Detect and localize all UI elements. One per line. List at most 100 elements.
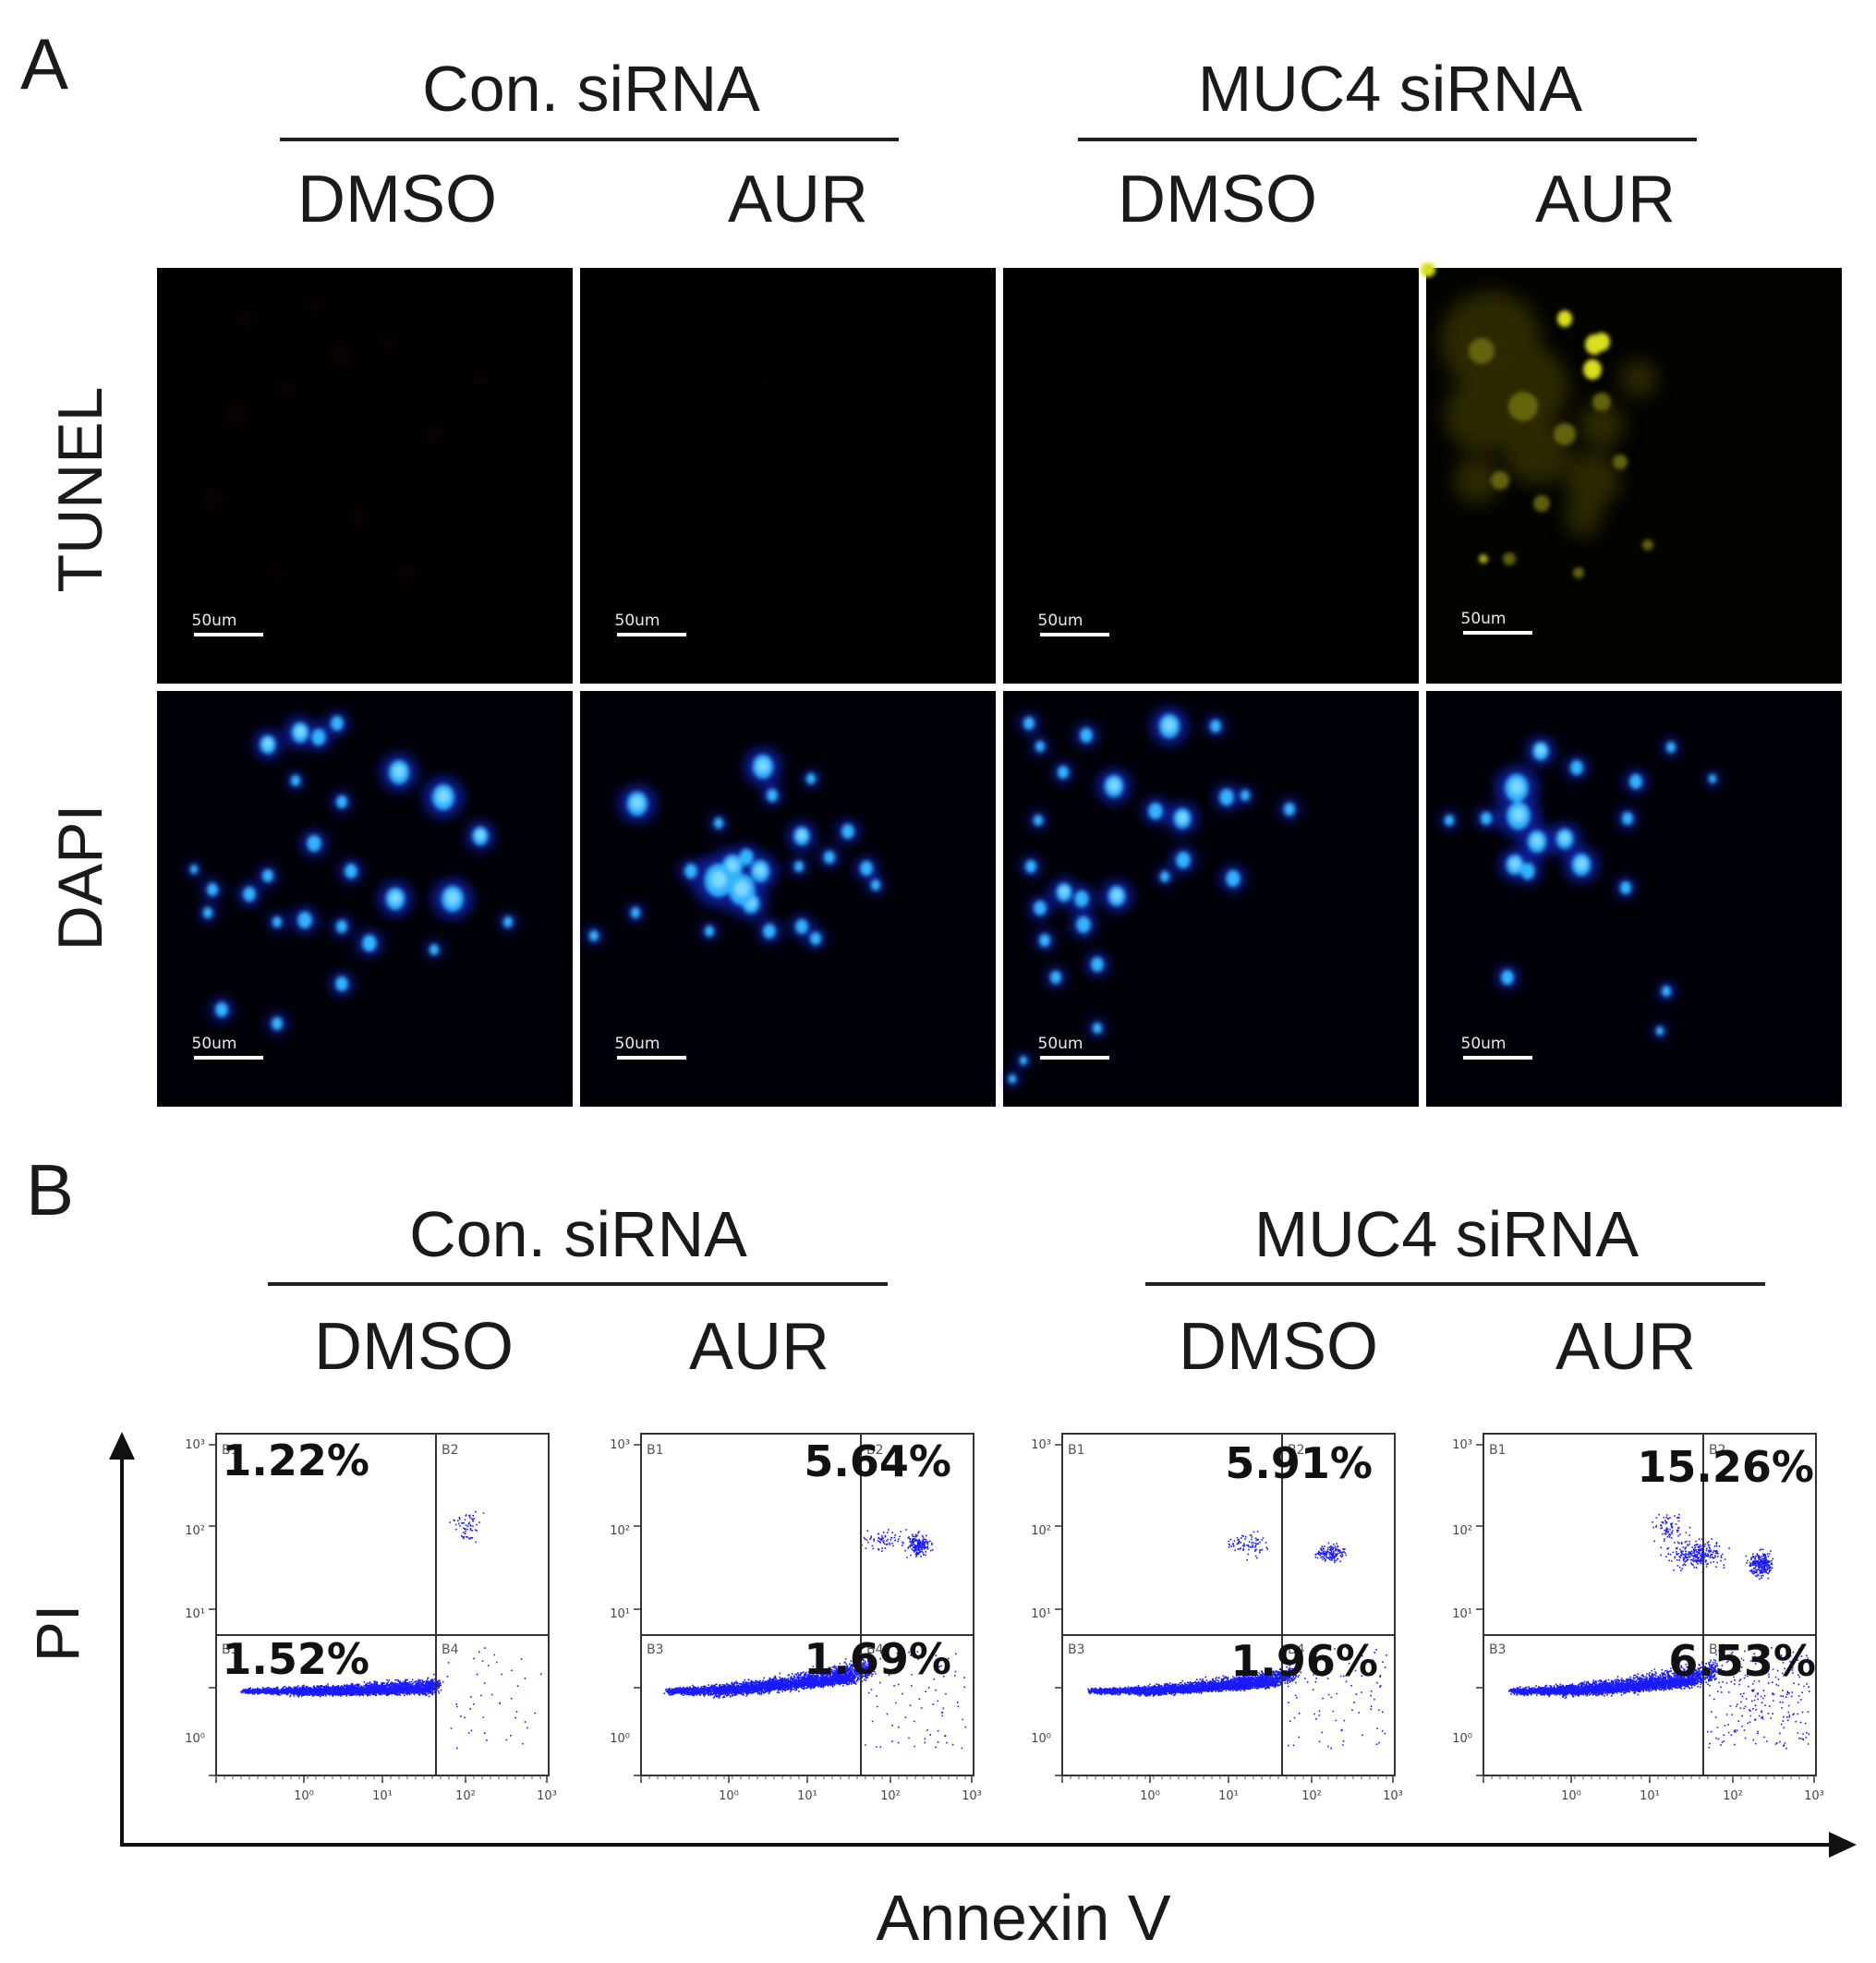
tunel-background-cell xyxy=(277,379,296,397)
scale-bar-label: 50um xyxy=(1038,1035,1083,1053)
annexin-axis-label: Annexin V xyxy=(876,1882,1170,1954)
scale-bar-label: 50um xyxy=(1461,1035,1507,1053)
dapi-nucleus xyxy=(1092,1023,1103,1034)
flow-axis-ticks: 10⁰ 10¹ 10² 10³ 10⁰ 10¹ 10² 10³ xyxy=(610,1438,982,1803)
x-tick-label: 10¹ xyxy=(372,1789,393,1803)
dapi-nucleus xyxy=(336,795,347,808)
tunel-cell xyxy=(1533,495,1550,512)
x-tick-label: 10³ xyxy=(1804,1789,1824,1803)
y-tick-label: 10⁰ xyxy=(1031,1732,1051,1746)
dapi-nucleus xyxy=(1661,986,1672,997)
row-label-dapi: DAPI xyxy=(45,805,115,951)
scale-bar-label: 50um xyxy=(1461,610,1507,628)
dapi-nucleus xyxy=(331,716,344,731)
dapi-nucleus xyxy=(810,932,821,945)
panel-b-treatment-muc4-aur: AUR xyxy=(1555,1310,1696,1384)
dapi-nucleus xyxy=(336,920,347,933)
tunel-background-cell xyxy=(397,563,416,582)
dapi-nucleus xyxy=(189,865,199,874)
dapi-nucleus xyxy=(767,789,778,802)
dapi-nucleus xyxy=(207,883,218,896)
dapi-nucleus xyxy=(1080,728,1093,743)
dapi-nucleus xyxy=(1176,852,1191,868)
panel-a-treatment-muc4-aur: AUR xyxy=(1535,163,1676,236)
tunel-image-muc4-aur: 50um xyxy=(1421,262,1842,684)
dapi-nucleus xyxy=(805,773,817,784)
scale-bar xyxy=(1463,1056,1532,1060)
quadrant-label-b2: B2 xyxy=(442,1443,459,1458)
y-tick-label: 10¹ xyxy=(1031,1607,1051,1621)
scale-bar-label: 50um xyxy=(192,1035,237,1053)
dapi-nucleus xyxy=(713,818,724,829)
dapi-nucleus xyxy=(1076,916,1091,933)
dapi-nucleus xyxy=(1023,717,1035,730)
tunel-image-con-dmso: 50um xyxy=(157,268,573,684)
quadrant-label-b2: B2 xyxy=(866,1443,884,1458)
scale-bar xyxy=(194,633,263,636)
panel-b-treatment-con-dmso: DMSO xyxy=(314,1310,514,1384)
x-tick-label: 10³ xyxy=(1383,1789,1403,1803)
flow-plot-con-aur: B1 B2 B3 B4 10⁰ 10¹ 10² 10³ 10⁰ 10¹ 10² 10³ 5.64% 1.6… xyxy=(610,1433,982,1803)
dapi-nucleus xyxy=(870,879,881,891)
y-tick-label: 10² xyxy=(1031,1524,1051,1538)
y-tick-label: 10¹ xyxy=(610,1607,630,1621)
dapi-nucleus xyxy=(1501,970,1514,985)
tunel-background-cell xyxy=(236,309,254,328)
tunel-cell xyxy=(1642,539,1653,551)
dapi-nucleus xyxy=(1240,790,1251,801)
scale-bar-label: 50um xyxy=(192,612,237,630)
scale-bar xyxy=(1040,633,1109,636)
annexin-axis-arrowhead xyxy=(1829,1832,1857,1858)
tunel-positive-nucleus xyxy=(1556,310,1573,327)
dapi-nucleus xyxy=(311,729,326,745)
dapi-nucleus xyxy=(1629,774,1642,789)
scale-bar-label: 50um xyxy=(1038,612,1083,630)
y-tick-label: 10¹ xyxy=(185,1607,205,1621)
x-tick-label: 10⁰ xyxy=(294,1789,314,1803)
tunel-cell xyxy=(1503,552,1516,565)
tunel-image-muc4-dmso: 50um xyxy=(1003,268,1419,684)
flow-plot-frame xyxy=(640,1433,974,1776)
quadrant-label-b1: B1 xyxy=(647,1443,664,1458)
pi-axis-arrowhead xyxy=(109,1432,135,1460)
scale-bar-label: 50um xyxy=(615,1035,660,1053)
dapi-nucleus xyxy=(1708,774,1717,783)
dapi-nucleus xyxy=(684,864,697,879)
scale-bar xyxy=(194,1056,263,1060)
x-tick-label: 10² xyxy=(455,1789,476,1803)
lower-right-percentage: 6.53% xyxy=(1668,1636,1816,1686)
panel-b-group-label-muc4: MUC4 siRNA xyxy=(1254,1198,1639,1270)
dapi-nucleus xyxy=(1622,812,1633,825)
y-tick-label: 10³ xyxy=(610,1438,630,1452)
dapi-nucleus xyxy=(202,907,213,918)
panel-a-treatment-muc4-dmso: DMSO xyxy=(1118,163,1317,236)
dapi-nucleus xyxy=(272,1017,283,1030)
tunel-background-cell xyxy=(707,491,712,497)
y-tick-label: 10¹ xyxy=(1452,1607,1472,1621)
dapi-nucleus xyxy=(243,887,256,902)
tunel-background-cell xyxy=(760,374,769,383)
y-tick-label: 10² xyxy=(610,1524,630,1538)
y-tick-label: 10² xyxy=(185,1524,205,1538)
dapi-nucleus xyxy=(1025,860,1036,873)
y-tick-label: 10⁰ xyxy=(185,1732,205,1746)
tunel-cell xyxy=(1491,471,1509,490)
row-label-tunel: TUNEL xyxy=(45,387,115,593)
dapi-nucleus xyxy=(704,926,715,937)
tunel-background-cell xyxy=(853,514,861,521)
quadrant-label-b2: B2 xyxy=(1709,1443,1726,1458)
dapi-nucleus xyxy=(307,835,321,852)
scatter-events xyxy=(1507,1513,1810,1750)
panel-a-group-label-muc4: MUC4 siRNA xyxy=(1198,53,1582,125)
x-tick-label: 10⁰ xyxy=(1140,1789,1160,1803)
quadrant-label-b3: B3 xyxy=(647,1642,664,1657)
dapi-nucleus xyxy=(793,861,805,872)
dapi-nucleus xyxy=(1520,863,1535,879)
lower-right-percentage: 1.52% xyxy=(222,1634,369,1684)
quadrant-label-b3: B3 xyxy=(1068,1642,1085,1657)
dapi-nucleus xyxy=(1665,742,1676,753)
flow-axis-ticks: 10⁰ 10¹ 10² 10³ 10⁰ 10¹ 10² 10³ xyxy=(185,1438,557,1803)
dapi-nucleus xyxy=(1570,760,1583,775)
upper-right-percentage: 1.22% xyxy=(222,1436,369,1485)
dapi-nucleus xyxy=(1058,766,1069,779)
